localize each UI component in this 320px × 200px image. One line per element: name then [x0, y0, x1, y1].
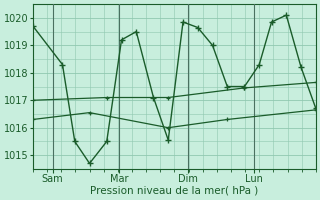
X-axis label: Pression niveau de la mer( hPa ): Pression niveau de la mer( hPa ): [90, 186, 259, 196]
